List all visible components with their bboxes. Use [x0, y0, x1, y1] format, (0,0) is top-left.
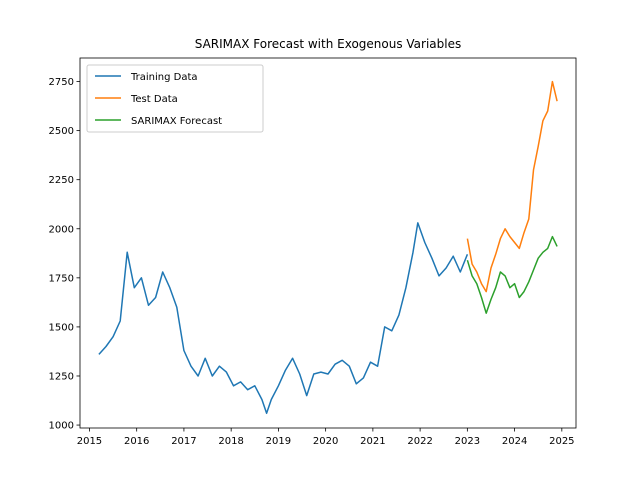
legend: Training Data Test Data SARIMAX Forecast: [86, 64, 264, 133]
y-tick-label: 1000: [49, 421, 74, 432]
x-tick-label: 2019: [266, 436, 291, 447]
series-line-1: [466, 80, 558, 293]
series-line-2: [466, 235, 558, 314]
series-line-0: [98, 222, 469, 415]
y-tick-label: 2750: [49, 77, 74, 88]
y-axis: 1000 1250 1500 1750 2000 2250 2500 2750: [49, 77, 80, 432]
x-tick-label: 2020: [313, 436, 338, 447]
legend-box: [86, 64, 264, 133]
x-tick-label: 2018: [218, 436, 243, 447]
y-tick-label: 2250: [49, 175, 74, 186]
legend-label-2: SARIMAX Forecast: [131, 116, 222, 127]
x-axis: 2015 2016 2017 2018 2019 2020 2021 2022 2023 2024…: [77, 428, 575, 447]
y-tick-label: 2000: [49, 224, 74, 235]
legend-label-1: Test Data: [130, 94, 178, 105]
plot-frame: [79, 57, 577, 429]
y-tick-label: 1500: [49, 322, 74, 333]
x-tick-label: 2022: [407, 436, 432, 447]
plot-lines: [98, 80, 558, 415]
x-tick-label: 2024: [502, 436, 527, 447]
x-tick-label: 2015: [77, 436, 102, 447]
legend-label-0: Training Data: [130, 72, 198, 83]
y-tick-label: 2500: [49, 126, 74, 137]
x-tick-label: 2017: [171, 436, 196, 447]
x-tick-label: 2025: [549, 436, 574, 447]
x-tick-label: 2016: [124, 436, 149, 447]
chart-title: SARIMAX Forecast with Exogenous Variable…: [195, 37, 462, 51]
x-tick-label: 2023: [455, 436, 480, 447]
y-tick-label: 1750: [49, 273, 74, 284]
x-tick-label: 2021: [360, 436, 385, 447]
y-tick-label: 1250: [49, 371, 74, 382]
